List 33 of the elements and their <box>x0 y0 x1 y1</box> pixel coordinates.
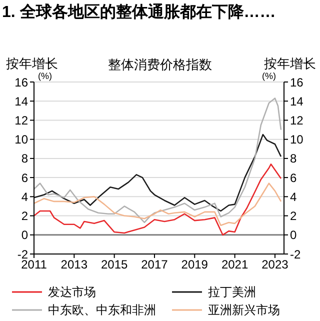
x-tick-label: 2019 <box>181 258 208 272</box>
y2-tick-label: 4 <box>290 190 297 204</box>
y-tick-label: 0 <box>21 228 28 242</box>
x-tick-label: 2023 <box>262 258 289 272</box>
legend-label: 亚洲新兴市场 <box>208 302 280 318</box>
line-series <box>34 182 282 226</box>
y-tick-label: 6 <box>21 170 28 185</box>
y2-tick-label: 6 <box>290 170 297 185</box>
chart-subtitle: 整体消费价格指数 <box>108 57 212 72</box>
y-tick-label: 4 <box>21 190 28 204</box>
x-tick-label: 2021 <box>221 258 248 272</box>
y2-tick-label: 10 <box>290 132 304 147</box>
legend-label: 拉丁美洲 <box>208 284 256 300</box>
y2-tick-label: 14 <box>290 94 304 108</box>
y2-tick-label: 0 <box>290 228 297 242</box>
legend-label: 中东欧、中东和非洲 <box>48 302 156 318</box>
y-tick-label: 2 <box>21 209 28 224</box>
legend-label: 发达市场 <box>48 284 96 300</box>
x-tick-label: 2017 <box>141 258 168 272</box>
y2-tick-label: 12 <box>290 113 304 128</box>
y-tick-label: 14 <box>14 94 28 108</box>
y2-tick-label: -2 <box>290 247 301 262</box>
x-tick-label: 2013 <box>60 258 88 272</box>
y2-tick-label: 2 <box>290 209 297 224</box>
y-tick-label: 8 <box>21 152 28 166</box>
y-tick-label: 12 <box>14 113 28 128</box>
line-series <box>34 134 282 212</box>
y2-tick-label: 8 <box>290 152 297 166</box>
line-series <box>34 164 282 236</box>
y-tick-label: 10 <box>14 132 28 147</box>
x-tick-label: 2015 <box>100 258 128 272</box>
line-series <box>34 98 282 224</box>
chart-title: 1. 全球各地区的整体通胀都在下降…… <box>2 2 276 23</box>
